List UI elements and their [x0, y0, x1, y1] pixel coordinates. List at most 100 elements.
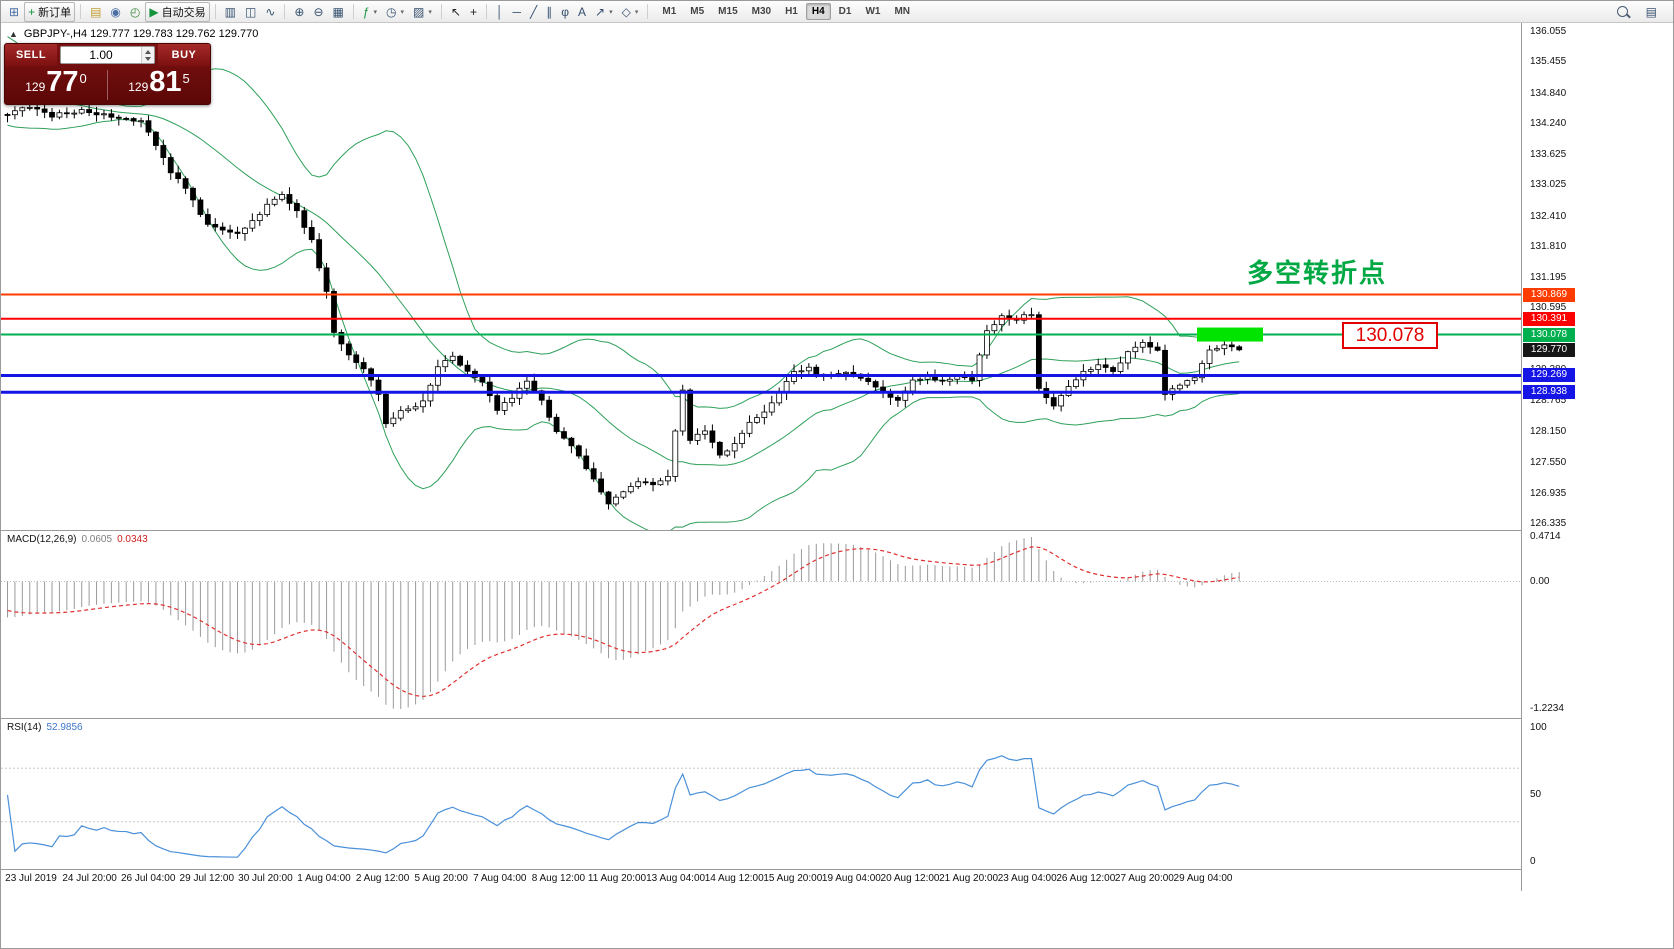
profile-icon[interactable]: ◉	[106, 4, 124, 20]
one-click-trading-panel: SELL BUY 129 77 0 129	[4, 43, 211, 105]
symbol-ohlc-text: GBPJPY-,H4 129.777 129.783 129.762 129.7…	[23, 28, 259, 40]
timeframe-h4-button[interactable]: H4	[805, 3, 831, 20]
annotation-text[interactable]: 多空转折点	[1247, 258, 1388, 288]
autotrade-button[interactable]: ▶ 自动交易	[145, 1, 210, 22]
macd-axis-label: -1.2234	[1530, 703, 1564, 714]
time-tick-label: 7 Aug 04:00	[473, 873, 527, 884]
price-tag-129.770: 129.770	[1523, 343, 1575, 358]
candlestick-chart-icon[interactable]: ◫	[241, 4, 260, 20]
channel-icon[interactable]: ∥	[542, 4, 556, 20]
bollinger-upper	[7, 36, 1240, 409]
time-tick-label: 23 Jul 2019	[5, 873, 57, 884]
chart-canvas[interactable]	[1, 23, 1674, 870]
profile-icon-glyph: ◉	[110, 4, 121, 19]
rsi-line	[6, 755, 1240, 858]
toolbar-separator	[80, 4, 82, 19]
price-tick-label: 127.550	[1530, 456, 1567, 468]
rsi-axis-label: 50	[1530, 789, 1542, 800]
crosshair-icon[interactable]: +	[466, 4, 481, 20]
text-icon[interactable]: A	[574, 4, 590, 20]
time-tick-label: 20 Aug 12:00	[880, 873, 940, 884]
time-tick-label: 21 Aug 20:00	[939, 873, 999, 884]
caret-down-icon: ▾	[373, 8, 378, 16]
templates-icon[interactable]: ▨ ▾	[409, 4, 436, 20]
macd-name: MACD(12,26,9)	[7, 534, 77, 545]
toolbar-separator	[284, 4, 286, 19]
volume-field[interactable]	[60, 46, 155, 64]
timeframe-m1-button[interactable]: M1	[656, 3, 682, 20]
trendline-icon[interactable]: ╱	[526, 4, 541, 20]
price-level-label[interactable]: 130.078	[1342, 322, 1438, 349]
timeframe-m5-button[interactable]: M5	[684, 3, 710, 20]
fibonacci-icon[interactable]: φ	[557, 4, 573, 20]
toolbar-separator	[485, 4, 487, 19]
time-tick-label: 2 Aug 12:00	[355, 873, 410, 884]
sell-price-display[interactable]: 129 77 0	[5, 68, 107, 102]
volume-stepper[interactable]	[141, 47, 154, 63]
shapes-icon[interactable]: ◇ ▾	[618, 4, 643, 20]
volume-up-icon[interactable]	[145, 49, 151, 54]
tile-windows-icon[interactable]: ▦	[329, 4, 348, 20]
cursor-icon[interactable]: ↖	[447, 4, 465, 20]
timeframe-m15-button[interactable]: M15	[712, 3, 743, 20]
vertical-line-icon[interactable]: │	[492, 4, 508, 20]
new-order-button[interactable]: + 新订单	[24, 1, 76, 22]
timeframe-m30-button[interactable]: M30	[746, 3, 777, 20]
macd-indicator-label: MACD(12,26,9) 0.0605 0.0343	[7, 534, 148, 545]
zoom-out-icon[interactable]: ⊖	[309, 4, 327, 20]
data-window-icon[interactable]: ▤	[1642, 4, 1661, 20]
buy-price-big: 81	[149, 66, 182, 98]
indicators-icon[interactable]: ƒ ▾	[359, 4, 381, 20]
timeframe-w1-button[interactable]: W1	[859, 3, 886, 20]
timeframe-switcher: M1 M5 M15 M30 H1 H4 D1 W1 MN	[655, 3, 917, 20]
pane-separator-macd[interactable]	[1, 530, 1673, 531]
pane-separator-rsi[interactable]	[1, 718, 1673, 719]
refresh-icon[interactable]: ◴	[126, 4, 144, 20]
time-tick-label: 13 Aug 04:00	[646, 873, 706, 884]
charts-layout-icon[interactable]: ▤	[86, 4, 105, 20]
channel-icon-glyph: ∥	[546, 4, 553, 19]
caret-down-icon: ▾	[428, 8, 432, 16]
sell-button[interactable]: SELL	[5, 44, 57, 66]
price-tick-label: 126.935	[1530, 487, 1567, 499]
autotrade-button-label: 自动交易	[161, 6, 206, 19]
bar-chart-icon[interactable]: ▥	[221, 4, 240, 20]
horizontal-line-icon[interactable]: ─	[508, 4, 525, 20]
time-tick-label: 30 Jul 20:00	[238, 873, 293, 884]
collapse-trade-panel-icon[interactable]: ▲	[9, 29, 18, 39]
macd-histogram	[7, 537, 1240, 709]
pane-separator-time[interactable]	[1, 869, 1673, 870]
price-tick-label: 131.195	[1530, 272, 1567, 283]
time-tick-label: 15 Aug 20:00	[763, 873, 823, 884]
price-tick-label: 131.810	[1530, 240, 1567, 252]
time-tick-label: 11 Aug 20:00	[587, 873, 647, 884]
timeframe-h1-button[interactable]: H1	[779, 3, 804, 20]
time-tick-label: 27 Aug 20:00	[1114, 873, 1174, 884]
price-tick-label: 130.595	[1530, 302, 1567, 314]
zoom-in-icon[interactable]: ⊕	[290, 4, 308, 20]
indicators-icon-glyph: ƒ	[362, 4, 370, 19]
arrows-icon[interactable]: ↗ ▾	[591, 4, 617, 20]
toolbar-right-group: ▤	[1613, 4, 1669, 20]
search-icon[interactable]	[1613, 4, 1632, 19]
line-chart-icon[interactable]: ∿	[261, 4, 279, 20]
periods-icon[interactable]: ◷ ▾	[382, 4, 408, 20]
timeframe-d1-button[interactable]: D1	[833, 3, 858, 20]
shapes-icon-glyph: ◇	[621, 4, 631, 19]
new-chart-icon[interactable]: ⊞	[5, 4, 23, 20]
buy-price-display[interactable]: 129 81 5	[108, 68, 210, 102]
time-axis[interactable]: 23 Jul 2019 24 Jul 20:00 26 Jul 04:00 29 Ju…	[1, 870, 1519, 890]
volume-input[interactable]	[61, 47, 141, 63]
price-tag-128.938: 128.938	[1523, 385, 1575, 400]
main-pane	[1, 36, 1521, 530]
highlight-rectangle[interactable]	[1197, 327, 1263, 342]
caret-down-icon: ▾	[400, 8, 405, 16]
buy-button[interactable]: BUY	[158, 44, 210, 66]
price-divider	[107, 70, 108, 100]
volume-down-icon[interactable]	[145, 56, 151, 61]
price-tick-label: 136.055	[1530, 26, 1567, 37]
price-axis[interactable]: 136.055 135.455 134.840 134.240 133.625 133.0…	[1521, 23, 1673, 891]
timeframe-mn-button[interactable]: MN	[888, 3, 916, 20]
horizontal-line-icon-glyph: ─	[512, 4, 521, 19]
